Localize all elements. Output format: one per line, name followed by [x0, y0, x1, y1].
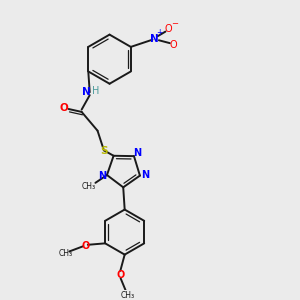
- Text: N: N: [82, 87, 90, 97]
- Text: N: N: [133, 148, 141, 158]
- Text: H: H: [92, 86, 100, 96]
- Text: O: O: [59, 103, 68, 113]
- Text: N: N: [98, 172, 106, 182]
- Text: O: O: [165, 24, 172, 34]
- Text: S: S: [101, 146, 108, 156]
- Text: CH₃: CH₃: [82, 182, 96, 190]
- Text: O: O: [116, 270, 125, 280]
- Text: CH₃: CH₃: [121, 291, 135, 300]
- Text: O: O: [169, 40, 177, 50]
- Text: +: +: [156, 28, 163, 37]
- Text: −: −: [171, 19, 178, 28]
- Text: N: N: [141, 170, 149, 180]
- Text: CH₃: CH₃: [58, 249, 73, 258]
- Text: N: N: [150, 34, 159, 44]
- Text: O: O: [81, 241, 90, 251]
